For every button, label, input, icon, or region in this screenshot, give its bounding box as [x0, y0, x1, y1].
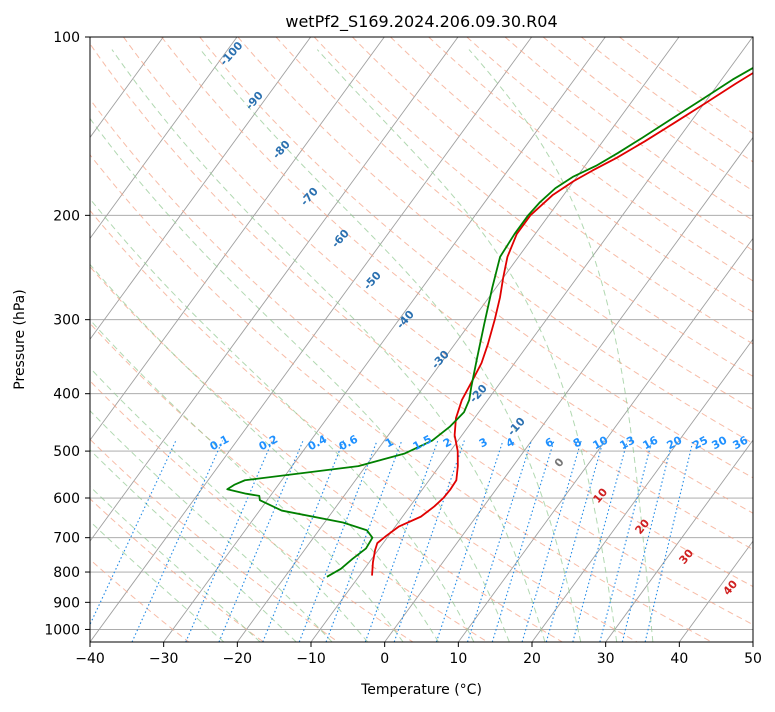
y-tick-label: 200: [53, 208, 80, 224]
x-tick-label: 40: [670, 651, 688, 667]
y-tick-label: 700: [53, 531, 80, 547]
y-tick-label: 1000: [44, 622, 80, 638]
y-tick-label: 900: [53, 595, 80, 611]
y-tick-label: 500: [53, 444, 80, 460]
x-tick-label: −20: [223, 651, 253, 667]
x-tick-label: −40: [75, 651, 105, 667]
y-tick-label: 400: [53, 387, 80, 403]
y-tick-label: 100: [53, 30, 80, 46]
x-tick-label: −30: [149, 651, 179, 667]
y-tick-label: 300: [53, 313, 80, 329]
y-tick-label: 800: [53, 565, 80, 581]
x-tick-label: 50: [744, 651, 762, 667]
chart-title: wetPf2_S169.2024.206.09.30.R04: [285, 12, 557, 32]
x-tick-label: 30: [597, 651, 615, 667]
x-tick-label: 0: [380, 651, 389, 667]
x-axis-label: Temperature (°C): [360, 682, 482, 698]
x-tick-label: 20: [523, 651, 541, 667]
y-tick-label: 600: [53, 491, 80, 507]
y-axis-label: Pressure (hPa): [12, 289, 28, 389]
x-tick-label: −10: [296, 651, 326, 667]
x-tick-label: 10: [449, 651, 467, 667]
